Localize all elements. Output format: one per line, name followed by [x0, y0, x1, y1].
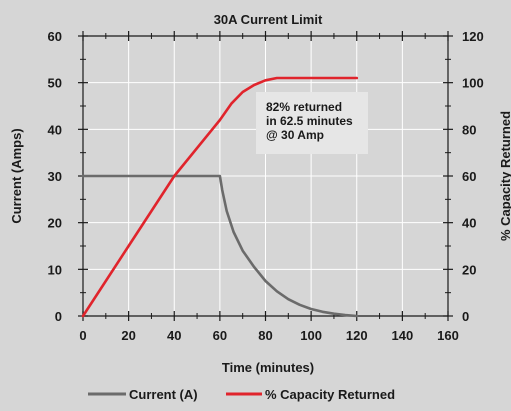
- y-tick-label: 0: [55, 309, 62, 324]
- legend: Current (A) % Capacity Returned: [88, 387, 395, 402]
- x-tick-label: 80: [258, 328, 272, 343]
- series: [81, 76, 359, 318]
- annotation-text: @ 30 Amp: [266, 128, 324, 142]
- y2-tick-label: 60: [462, 169, 476, 184]
- y-tick-label: 40: [48, 122, 62, 137]
- x-tick-label: 100: [300, 328, 322, 343]
- x-tick-label: 160: [437, 328, 459, 343]
- y2-tick-label: 20: [462, 262, 476, 277]
- x-tick-label: 120: [346, 328, 368, 343]
- y2-tick-label: 100: [462, 76, 484, 91]
- x-tick-label: 0: [79, 328, 86, 343]
- y-tick-label: 60: [48, 29, 62, 44]
- ticks: 0 20 40 60 80 100 120 140 1600102030405060020406…: [48, 29, 484, 343]
- y2-tick-label: 120: [462, 29, 484, 44]
- annotation-box: [256, 92, 368, 154]
- y2-axis-title: % Capacity Returned: [498, 111, 511, 241]
- y2-tick-label: 0: [462, 309, 469, 324]
- legend-label-capacity: % Capacity Returned: [265, 387, 395, 402]
- legend-label-current: Current (A): [129, 387, 198, 402]
- y-axis-title: Current (Amps): [9, 128, 24, 223]
- y-tick-label: 20: [48, 216, 62, 231]
- y-tick-label: 30: [48, 169, 62, 184]
- x-axis-title: Time (minutes): [222, 360, 314, 375]
- annotation-text: in 62.5 minutes: [266, 114, 353, 128]
- capacity-returned-line: [81, 76, 359, 318]
- x-tick-label: 40: [167, 328, 181, 343]
- y2-tick-label: 40: [462, 216, 476, 231]
- y2-tick-label: 80: [462, 122, 476, 137]
- annotation-text: 82% returned: [266, 100, 342, 114]
- current-line: [81, 174, 359, 318]
- x-tick-label: 20: [121, 328, 135, 343]
- y-tick-label: 50: [48, 76, 62, 91]
- chart-title: 30A Current Limit: [214, 12, 323, 27]
- y-tick-label: 10: [48, 262, 62, 277]
- x-tick-label: 60: [213, 328, 227, 343]
- x-tick-label: 140: [392, 328, 414, 343]
